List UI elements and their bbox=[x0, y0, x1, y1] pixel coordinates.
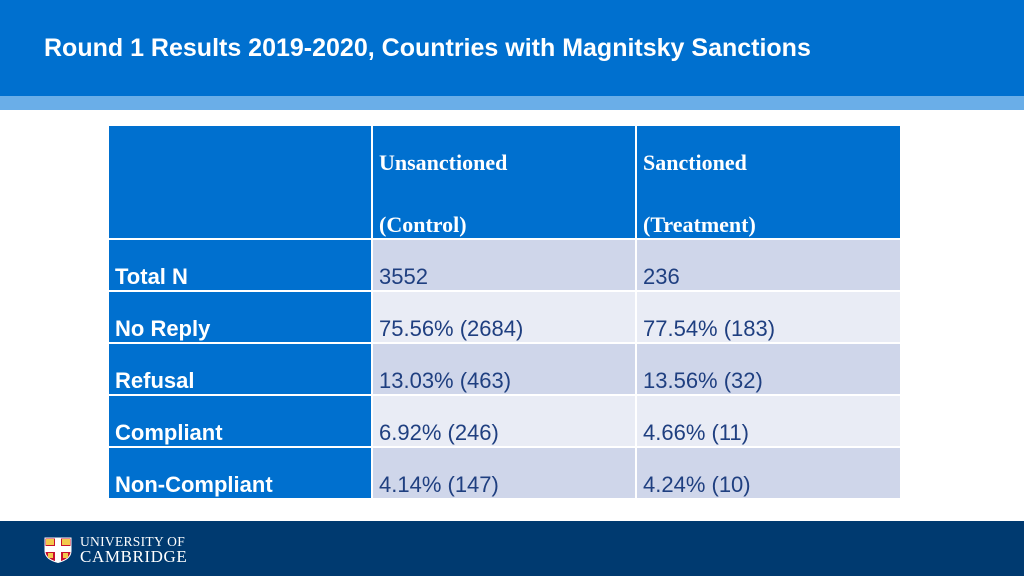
row-label: Total N bbox=[107, 238, 373, 292]
slide-title: Round 1 Results 2019-2020, Countries wit… bbox=[44, 34, 811, 62]
row-label: No Reply bbox=[107, 290, 373, 344]
cell-sanctioned: 236 bbox=[635, 238, 902, 292]
table-row: Refusal 13.03% (463) 13.56% (32) bbox=[107, 342, 902, 396]
table-row: Total N 3552 236 bbox=[107, 238, 902, 292]
university-wordmark: UNIVERSITY OF CAMBRIDGE bbox=[80, 534, 188, 566]
footer-bar bbox=[0, 521, 1024, 576]
header-sanctioned: Sanctioned (Treatment) bbox=[635, 124, 902, 240]
cell-unsanctioned: 6.92% (246) bbox=[371, 394, 637, 448]
header-bar bbox=[0, 0, 1024, 96]
cell-sanctioned: 4.66% (11) bbox=[635, 394, 902, 448]
results-table: Unsanctioned (Control) Sanctioned (Treat… bbox=[107, 124, 902, 500]
results-table-container: Unsanctioned (Control) Sanctioned (Treat… bbox=[107, 124, 902, 500]
row-label: Refusal bbox=[107, 342, 373, 396]
cell-unsanctioned: 4.14% (147) bbox=[371, 446, 637, 500]
cell-unsanctioned: 75.56% (2684) bbox=[371, 290, 637, 344]
header-sanctioned-label: Sanctioned bbox=[643, 150, 747, 175]
cell-sanctioned: 4.24% (10) bbox=[635, 446, 902, 500]
cell-sanctioned: 13.56% (32) bbox=[635, 342, 902, 396]
cell-unsanctioned: 13.03% (463) bbox=[371, 342, 637, 396]
header-unsanctioned-label: Unsanctioned bbox=[379, 150, 508, 175]
header-unsanctioned-sublabel: (Control) bbox=[379, 212, 467, 237]
table-header-row: Unsanctioned (Control) Sanctioned (Treat… bbox=[107, 124, 902, 240]
header-accent-strip bbox=[0, 96, 1024, 110]
header-empty-cell bbox=[107, 124, 373, 240]
row-label: Compliant bbox=[107, 394, 373, 448]
table-row: Compliant 6.92% (246) 4.66% (11) bbox=[107, 394, 902, 448]
cell-sanctioned: 77.54% (183) bbox=[635, 290, 902, 344]
row-label: Non-Compliant bbox=[107, 446, 373, 500]
cell-unsanctioned: 3552 bbox=[371, 238, 637, 292]
header-sanctioned-sublabel: (Treatment) bbox=[643, 212, 756, 237]
table-row: No Reply 75.56% (2684) 77.54% (183) bbox=[107, 290, 902, 344]
university-crest-icon bbox=[44, 537, 72, 563]
header-unsanctioned: Unsanctioned (Control) bbox=[371, 124, 637, 240]
table-row: Non-Compliant 4.14% (147) 4.24% (10) bbox=[107, 446, 902, 500]
